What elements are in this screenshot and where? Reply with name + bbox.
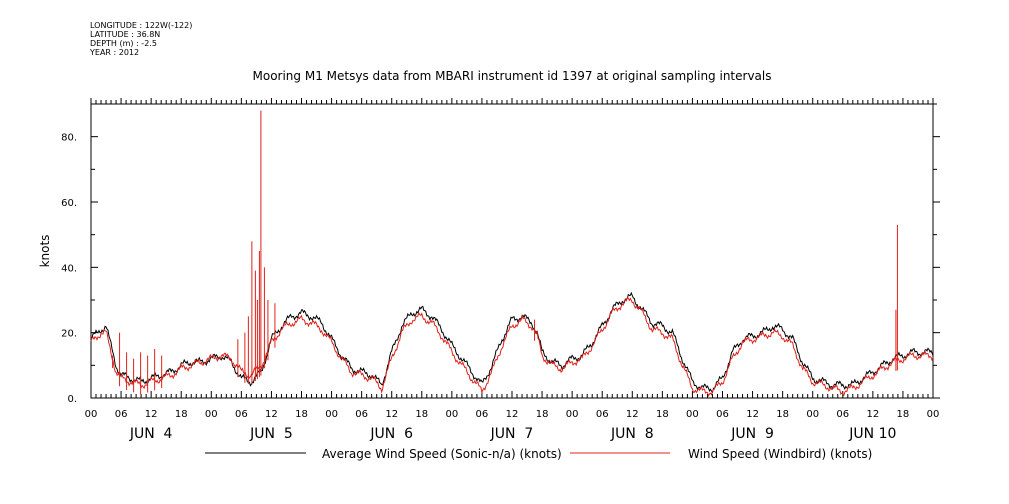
x-tick-label: 12 [626, 409, 639, 420]
x-tick-label: 18 [175, 409, 188, 420]
day-label: JUN 4 [129, 426, 173, 442]
y-tick-label: 20. [61, 329, 77, 340]
x-tick-label: 00 [927, 409, 940, 420]
x-tick-label: 00 [445, 409, 458, 420]
x-tick-label: 18 [656, 409, 669, 420]
x-tick-label: 12 [385, 409, 398, 420]
x-tick-label: 00 [806, 409, 819, 420]
series-line [90, 296, 934, 397]
plot-frame [90, 103, 934, 399]
legend-label-average: Average Wind Speed (Sonic-n/a) (knots) [322, 447, 562, 461]
series-line [90, 291, 934, 394]
day-label: JUN 7 [490, 426, 534, 442]
series-lines [90, 110, 934, 397]
x-tick-label: 12 [746, 409, 759, 420]
x-tick-label: 18 [776, 409, 789, 420]
chart-title: Mooring M1 Metsys data from MBARI instru… [253, 69, 772, 83]
x-tick-label: 12 [506, 409, 519, 420]
y-tick-label: 40. [61, 263, 77, 274]
depth-label: DEPTH (m) : -2.5 [90, 39, 157, 48]
legend: Average Wind Speed (Sonic-n/a) (knots) Wi… [205, 447, 872, 461]
x-tick-label: 06 [836, 409, 849, 420]
axes: 00 06 12 18 00 06 12 18 00 06 12 18 00 06 12 18 00 06 12 18… [61, 98, 940, 442]
x-tick-label: 18 [536, 409, 549, 420]
x-tick-label: 06 [115, 409, 128, 420]
x-tick-label: 06 [235, 409, 248, 420]
day-label: JUN 10 [848, 426, 896, 442]
x-tick-label: 06 [716, 409, 729, 420]
day-label: JUN 6 [369, 426, 413, 442]
x-tick-label: 00 [686, 409, 699, 420]
x-tick-label: 00 [205, 409, 218, 420]
x-tick-label: 00 [85, 409, 98, 420]
x-tick-label: 00 [325, 409, 338, 420]
y-tick-label: 60. [61, 198, 77, 209]
x-tick-label: 06 [355, 409, 368, 420]
metadata-block: LONGITUDE : 122W(-122) LATITUDE : 36.8N … [90, 21, 192, 57]
x-tick-label: 12 [866, 409, 879, 420]
day-label: JUN 5 [249, 426, 293, 442]
x-tick-label: 12 [265, 409, 278, 420]
day-label: JUN 8 [610, 426, 654, 442]
legend-label-windbird: Wind Speed (Windbird) (knots) [688, 447, 872, 461]
latitude-label: LATITUDE : 36.8N [90, 30, 161, 39]
y-tick-label: 0. [67, 394, 77, 405]
y-axis-label: knots [38, 235, 52, 268]
day-label: JUN 9 [730, 426, 774, 442]
x-tick-label: 18 [295, 409, 308, 420]
x-tick-label: 18 [415, 409, 428, 420]
year-label: YEAR : 2012 [90, 48, 140, 57]
x-tick-label: 12 [145, 409, 158, 420]
x-tick-label: 00 [566, 409, 579, 420]
x-tick-label: 18 [897, 409, 910, 420]
y-tick-label: 80. [61, 133, 77, 144]
x-tick-label: 06 [596, 409, 609, 420]
x-tick-label: 06 [476, 409, 489, 420]
longitude-label: LONGITUDE : 122W(-122) [90, 21, 193, 30]
